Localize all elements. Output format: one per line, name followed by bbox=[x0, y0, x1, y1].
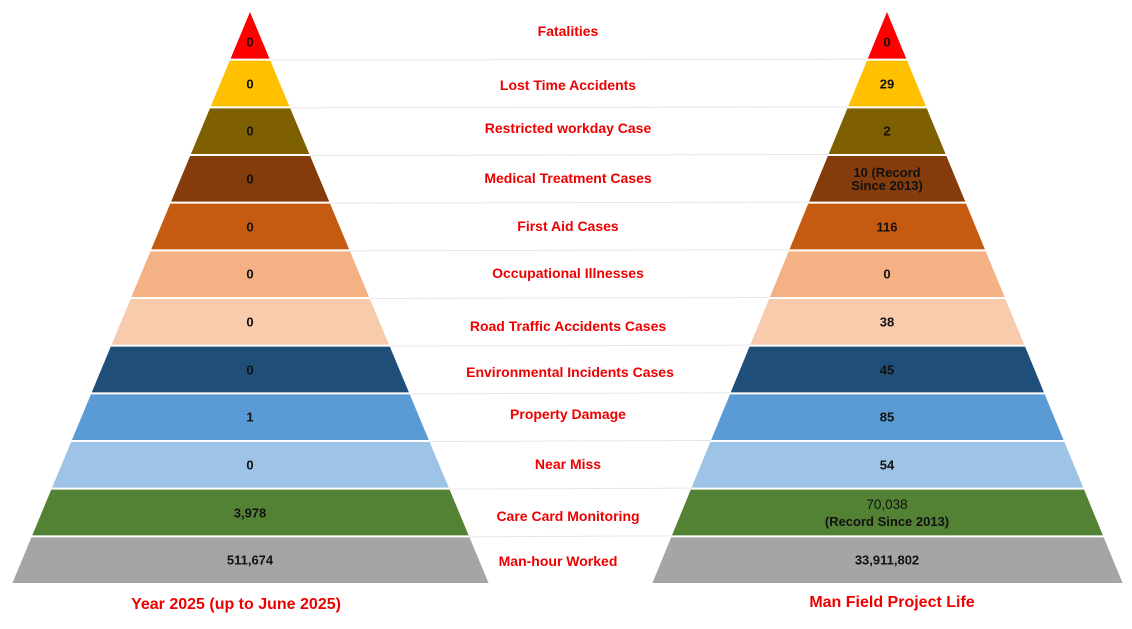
left-value-11: 3,978 bbox=[233, 505, 267, 520]
right-value-4: 10 (Record Since 2013) bbox=[851, 166, 923, 192]
row-separator-11 bbox=[469, 535, 672, 538]
left-value-12: 511,674 bbox=[226, 552, 274, 568]
right-pyramid-tier-12 bbox=[652, 537, 1123, 583]
right-pyramid-tier-1 bbox=[867, 12, 907, 59]
left-value-7: 0 bbox=[246, 314, 254, 330]
left-value-8: 0 bbox=[246, 362, 254, 377]
right-value-3: 2 bbox=[883, 123, 891, 139]
row-separator-8 bbox=[409, 392, 731, 395]
category-label-5: First Aid Cases bbox=[517, 218, 619, 234]
right-value-10: 54 bbox=[879, 457, 895, 473]
left-value-5: 0 bbox=[246, 219, 254, 234]
row-separator-4 bbox=[329, 201, 809, 204]
left-pyramid-tier-1 bbox=[230, 12, 270, 59]
right-value-8: 45 bbox=[879, 362, 895, 377]
left-value-1: 0 bbox=[246, 34, 254, 50]
right-value-5: 116 bbox=[876, 219, 898, 234]
left-pyramid-tier-4 bbox=[171, 156, 330, 202]
right-pyramid-tier-8 bbox=[730, 346, 1044, 393]
left-value-10: 0 bbox=[246, 457, 254, 473]
category-label-7: Road Traffic Accidents Cases bbox=[469, 318, 667, 334]
left-pyramid-tier-7 bbox=[111, 299, 389, 345]
right-value-9: 85 bbox=[879, 409, 895, 425]
category-label-2: Lost Time Accidents bbox=[499, 77, 637, 93]
right-pyramid-tier-3 bbox=[828, 108, 946, 154]
row-separator-3 bbox=[309, 154, 829, 156]
right-value-11-line-1: 70,038 bbox=[866, 496, 908, 512]
right-value-1: 0 bbox=[883, 34, 891, 50]
left-pyramid-tier-2 bbox=[210, 60, 290, 107]
right-pyramid-tier-10 bbox=[691, 442, 1084, 488]
right-pyramid-tier-9 bbox=[711, 394, 1064, 440]
category-label-10: Near Miss bbox=[534, 456, 602, 472]
left-pyramid-tier-3 bbox=[190, 108, 310, 154]
right-pyramid-caption: Man Field Project Life bbox=[809, 594, 975, 611]
right-pyramid-tier-2 bbox=[848, 60, 926, 107]
category-label-3: Restricted workday Case bbox=[484, 120, 652, 136]
category-label-8: Environmental Incidents Cases bbox=[466, 364, 674, 380]
right-value-4-line-1: 10 (Record bbox=[853, 164, 921, 180]
left-value-9: 1 bbox=[246, 409, 254, 425]
row-separator-2 bbox=[289, 106, 848, 109]
right-value-12: 33,911,802 bbox=[854, 552, 920, 568]
category-label-1: Fatalities bbox=[537, 23, 599, 39]
category-label-9: Property Damage bbox=[510, 406, 626, 422]
left-pyramid-tier-8 bbox=[91, 346, 409, 393]
row-separator-10 bbox=[449, 487, 692, 490]
right-pyramid-tier-5 bbox=[789, 203, 985, 250]
left-pyramid-tier-10 bbox=[52, 442, 449, 488]
right-pyramid-tier-4 bbox=[809, 156, 966, 202]
category-label-12: Man-hour Worked bbox=[498, 553, 618, 569]
left-value-3: 0 bbox=[246, 123, 254, 139]
row-separator-5 bbox=[349, 249, 790, 252]
right-pyramid-tier-6 bbox=[769, 251, 1005, 297]
category-label-11: Care Card Monitoring bbox=[496, 508, 640, 524]
category-label-4: Medical Treatment Cases bbox=[484, 170, 652, 186]
left-value-2: 0 bbox=[246, 76, 254, 91]
row-separator-6 bbox=[369, 297, 770, 299]
right-value-11-line-2: (Record Since 2013) bbox=[824, 513, 950, 529]
right-value-7: 38 bbox=[879, 314, 895, 330]
right-pyramid-tier-7 bbox=[750, 299, 1025, 345]
right-value-11: 70,038 (Record Since 2013) bbox=[824, 496, 950, 529]
left-value-6: 0 bbox=[246, 266, 254, 282]
left-pyramid-caption: Year 2025 (up to June 2025) bbox=[131, 596, 341, 613]
right-value-2: 29 bbox=[879, 76, 895, 91]
left-value-4: 0 bbox=[246, 171, 254, 187]
right-value-6: 0 bbox=[883, 266, 891, 282]
left-pyramid-tier-6 bbox=[131, 251, 370, 297]
left-pyramid-tier-11 bbox=[32, 489, 469, 536]
left-pyramid-tier-12 bbox=[12, 537, 489, 583]
row-separator-7 bbox=[389, 344, 750, 347]
category-label-6: Occupational Illnesses bbox=[492, 265, 644, 281]
right-value-4-line-2: Since 2013) bbox=[851, 177, 923, 193]
right-pyramid-tier-11 bbox=[671, 489, 1103, 536]
left-pyramid-tier-5 bbox=[151, 203, 350, 250]
left-pyramid-tier-9 bbox=[71, 394, 429, 440]
row-separator-9 bbox=[429, 440, 711, 442]
row-separator-1 bbox=[269, 58, 868, 61]
